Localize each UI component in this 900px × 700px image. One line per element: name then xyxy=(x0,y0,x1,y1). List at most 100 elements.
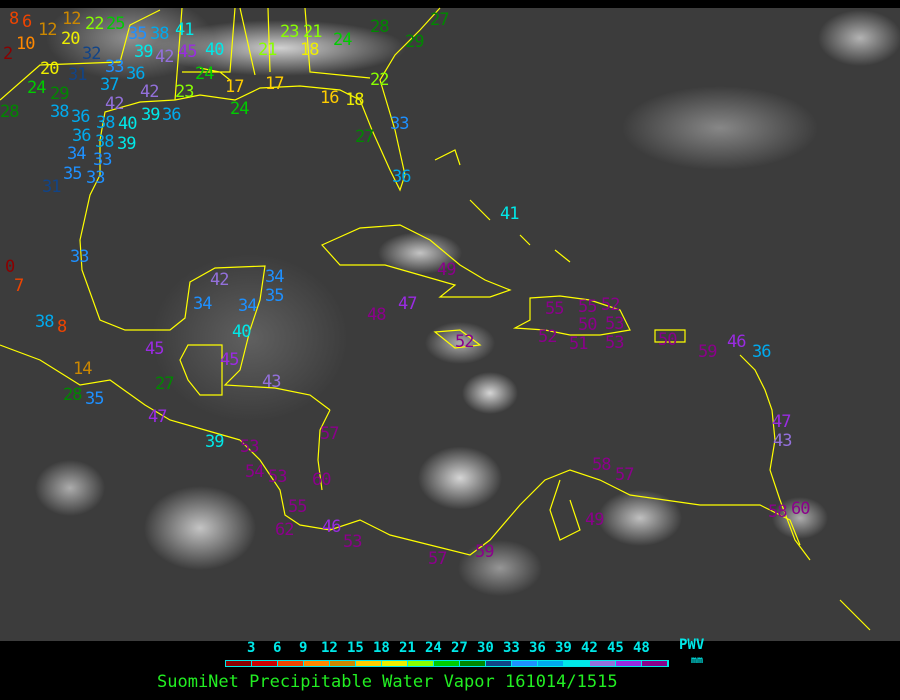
station-pwv-value: 36 xyxy=(72,126,92,146)
legend-tick-label: 45 xyxy=(607,640,624,656)
satellite-imagery xyxy=(0,8,900,641)
color-scale-segment xyxy=(564,661,590,666)
station-pwv-value: 12 xyxy=(38,20,58,40)
station-pwv-value: 18 xyxy=(300,40,320,60)
station-pwv-value: 17 xyxy=(225,77,245,97)
product-title: SuomiNet Precipitable Water Vapor 161014… xyxy=(157,672,618,692)
station-pwv-value: 38 xyxy=(96,113,116,133)
station-pwv-value: 53 xyxy=(240,437,260,457)
station-pwv-value: 42 xyxy=(140,82,160,102)
station-pwv-value: 55 xyxy=(288,497,308,517)
color-scale-segment xyxy=(512,661,538,666)
legend-tick-label: 24 xyxy=(425,640,442,656)
legend-tick-label: 6 xyxy=(273,640,282,656)
station-pwv-value: 47 xyxy=(398,294,418,314)
station-pwv-value: 54 xyxy=(245,462,265,482)
color-scale-segment xyxy=(382,661,408,666)
station-pwv-value: 57 xyxy=(428,549,448,569)
legend-tick-label: 33 xyxy=(503,640,520,656)
station-pwv-value: 52 xyxy=(601,295,621,315)
station-pwv-value: 43 xyxy=(773,431,793,451)
station-pwv-value: 49 xyxy=(437,260,457,280)
legend-panel xyxy=(0,641,900,700)
station-pwv-value: 27 xyxy=(155,374,175,394)
station-pwv-value: 35 xyxy=(128,24,148,44)
station-pwv-value: 28 xyxy=(370,17,390,37)
station-pwv-value: 59 xyxy=(475,542,495,562)
central-america-coast xyxy=(239,409,801,556)
station-pwv-value: 39 xyxy=(141,105,161,125)
station-pwv-value: 24 xyxy=(27,78,47,98)
station-pwv-value: 60 xyxy=(791,499,811,519)
station-pwv-value: 2 xyxy=(3,44,13,64)
color-scale-segment xyxy=(642,661,668,666)
color-scale-bar xyxy=(225,660,669,667)
station-pwv-value: 57 xyxy=(615,465,635,485)
station-pwv-value: 40 xyxy=(205,40,225,60)
guatemala-belize-borders xyxy=(179,344,223,396)
station-pwv-value: 21 xyxy=(303,22,323,42)
station-pwv-value: 36 xyxy=(162,105,182,125)
station-pwv-value: 16 xyxy=(320,88,340,108)
color-scale-segment xyxy=(330,661,356,666)
station-pwv-value: 6 xyxy=(22,12,32,32)
station-pwv-value: 37 xyxy=(100,75,120,95)
color-scale-segment xyxy=(486,661,512,666)
lesser-antilles xyxy=(739,354,871,631)
station-pwv-value: 50 xyxy=(578,315,598,335)
station-pwv-value: 8 xyxy=(57,317,67,337)
color-scale-segment xyxy=(356,661,382,666)
station-pwv-value: 57 xyxy=(320,424,340,444)
station-pwv-value: 45 xyxy=(178,42,198,62)
legend-tick-label: 18 xyxy=(373,640,390,656)
station-pwv-value: 22 xyxy=(85,14,105,34)
station-pwv-value: 39 xyxy=(134,42,154,62)
station-pwv-value: 32 xyxy=(82,44,102,64)
station-pwv-value: 34 xyxy=(67,144,87,164)
station-pwv-value: 24 xyxy=(195,64,215,84)
station-pwv-value: 12 xyxy=(62,9,82,29)
station-pwv-value: 41 xyxy=(175,20,195,40)
station-pwv-value: 33 xyxy=(93,150,113,170)
station-pwv-value: 53 xyxy=(605,314,625,334)
mexico-coast xyxy=(0,140,331,441)
legend-tick-label: 30 xyxy=(477,640,494,656)
color-scale-segment xyxy=(226,661,252,666)
station-pwv-value: 47 xyxy=(772,412,792,432)
station-pwv-value: 40 xyxy=(232,322,252,342)
station-pwv-value: 33 xyxy=(70,247,90,267)
station-pwv-value: 21 xyxy=(258,40,278,60)
station-pwv-value: 55 xyxy=(545,299,565,319)
station-pwv-value: 49 xyxy=(585,510,605,530)
station-pwv-value: 22 xyxy=(370,70,390,90)
station-pwv-value: 39 xyxy=(117,134,137,154)
station-pwv-value: 50 xyxy=(658,330,678,350)
station-pwv-value: 18 xyxy=(345,90,365,110)
station-pwv-value: 31 xyxy=(42,177,62,197)
legend-tick-label: 3 xyxy=(247,640,256,656)
station-pwv-value: 46 xyxy=(322,517,342,537)
station-pwv-value: 28 xyxy=(0,102,20,122)
station-pwv-value: 42 xyxy=(210,270,230,290)
color-scale-segment xyxy=(304,661,330,666)
station-pwv-value: 38 xyxy=(150,24,170,44)
station-pwv-value: 52 xyxy=(538,327,558,347)
station-pwv-value: 53 xyxy=(268,467,288,487)
color-scale-segment xyxy=(590,661,616,666)
legend-tick-label: 36 xyxy=(529,640,546,656)
station-pwv-value: 31 xyxy=(68,65,88,85)
station-pwv-value: 38 xyxy=(50,102,70,122)
legend-tick-label: 39 xyxy=(555,640,572,656)
station-pwv-value: 58 xyxy=(592,455,612,475)
station-pwv-value: 53 xyxy=(343,532,363,552)
legend-unit-label: PWV xyxy=(679,637,705,653)
station-pwv-value: 36 xyxy=(752,342,772,362)
station-pwv-value: 39 xyxy=(205,432,225,452)
station-pwv-value: 35 xyxy=(85,389,105,409)
cuba-coast xyxy=(321,224,512,298)
station-pwv-value: 0 xyxy=(5,257,15,277)
bahamas xyxy=(434,149,571,263)
station-pwv-value: 7 xyxy=(14,276,24,296)
station-pwv-value: 51 xyxy=(569,334,589,354)
